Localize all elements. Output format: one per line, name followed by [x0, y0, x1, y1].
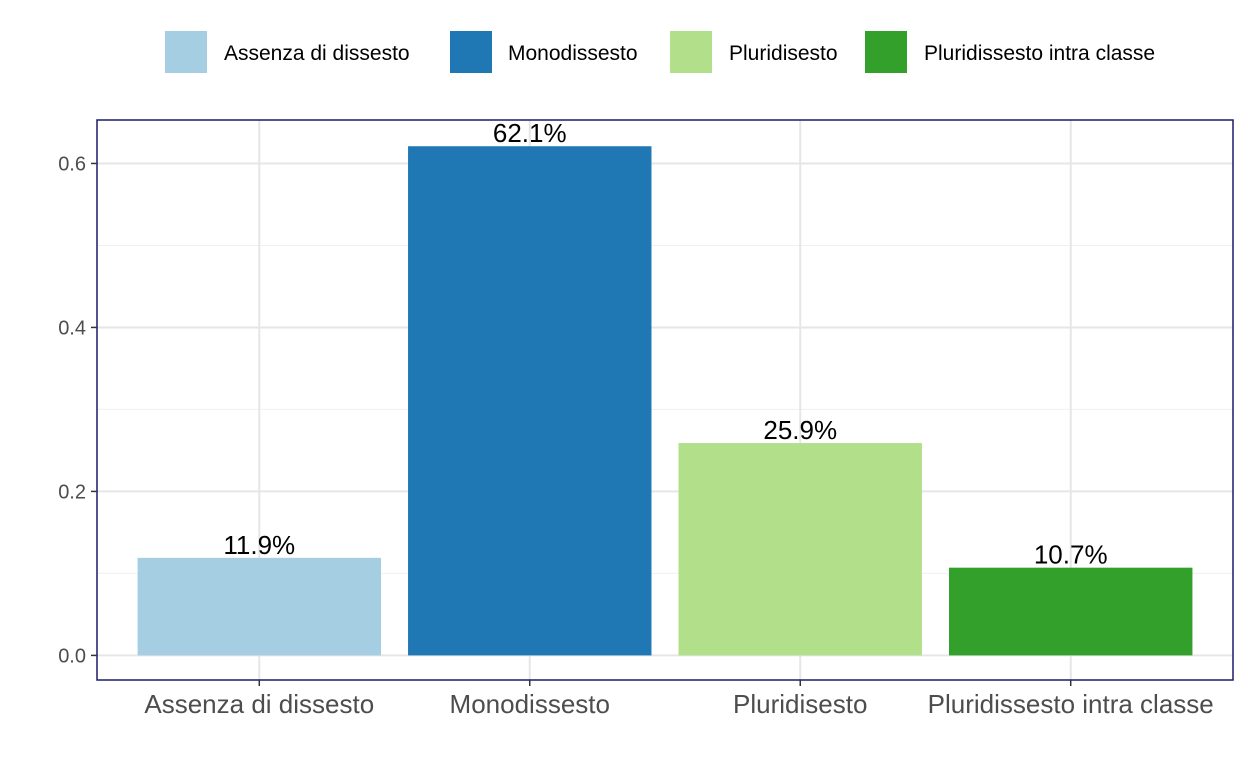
- x-tick-label: Monodissesto: [450, 689, 610, 719]
- y-axis: 0.0 0.2 0.4 0.6: [58, 153, 97, 667]
- bar: [678, 443, 922, 656]
- legend-label: Assenza di dissesto: [224, 42, 410, 65]
- data-label: 62.1%: [493, 118, 567, 148]
- legend-item: Pluridissesto intra classe: [865, 31, 1155, 73]
- data-label: 11.9%: [223, 530, 295, 560]
- legend-label: Monodissesto: [508, 42, 638, 65]
- bar: [949, 567, 1193, 656]
- plot-area: 11.9% 62.1% 25.9% 10.7%: [96, 118, 1234, 681]
- bars: [137, 146, 1193, 656]
- x-tick-label: Assenza di dissesto: [144, 689, 374, 719]
- x-tick-label: Pluridissesto intra classe: [928, 689, 1214, 719]
- y-tick-label: 0.4: [58, 317, 86, 339]
- legend-item: Assenza di dissesto: [165, 31, 410, 73]
- legend: Assenza di dissesto Monodissesto Pluridise…: [165, 31, 1155, 73]
- y-tick-label: 0.2: [58, 481, 86, 503]
- panel-border: [96, 119, 1234, 681]
- data-label: 10.7%: [1034, 540, 1108, 570]
- x-axis: Assenza di dissesto Monodissesto Pluridise…: [144, 680, 1214, 719]
- legend-label: Pluridissesto intra classe: [924, 42, 1155, 65]
- legend-key: [165, 31, 207, 73]
- legend-key: [670, 31, 712, 73]
- data-label: 25.9%: [763, 415, 837, 445]
- y-tick-label: 0.0: [58, 645, 86, 667]
- x-tick-label: Pluridisesto: [733, 689, 867, 719]
- legend-key: [450, 31, 492, 73]
- data-labels: 11.9% 62.1% 25.9% 10.7%: [223, 118, 1107, 569]
- legend-item: Monodissesto: [450, 31, 638, 73]
- legend-label: Pluridisesto: [729, 42, 838, 65]
- bar: [408, 146, 652, 656]
- bar: [137, 557, 381, 656]
- legend-item: Pluridisesto: [670, 31, 838, 73]
- legend-key: [865, 31, 907, 73]
- y-tick-label: 0.6: [58, 153, 86, 175]
